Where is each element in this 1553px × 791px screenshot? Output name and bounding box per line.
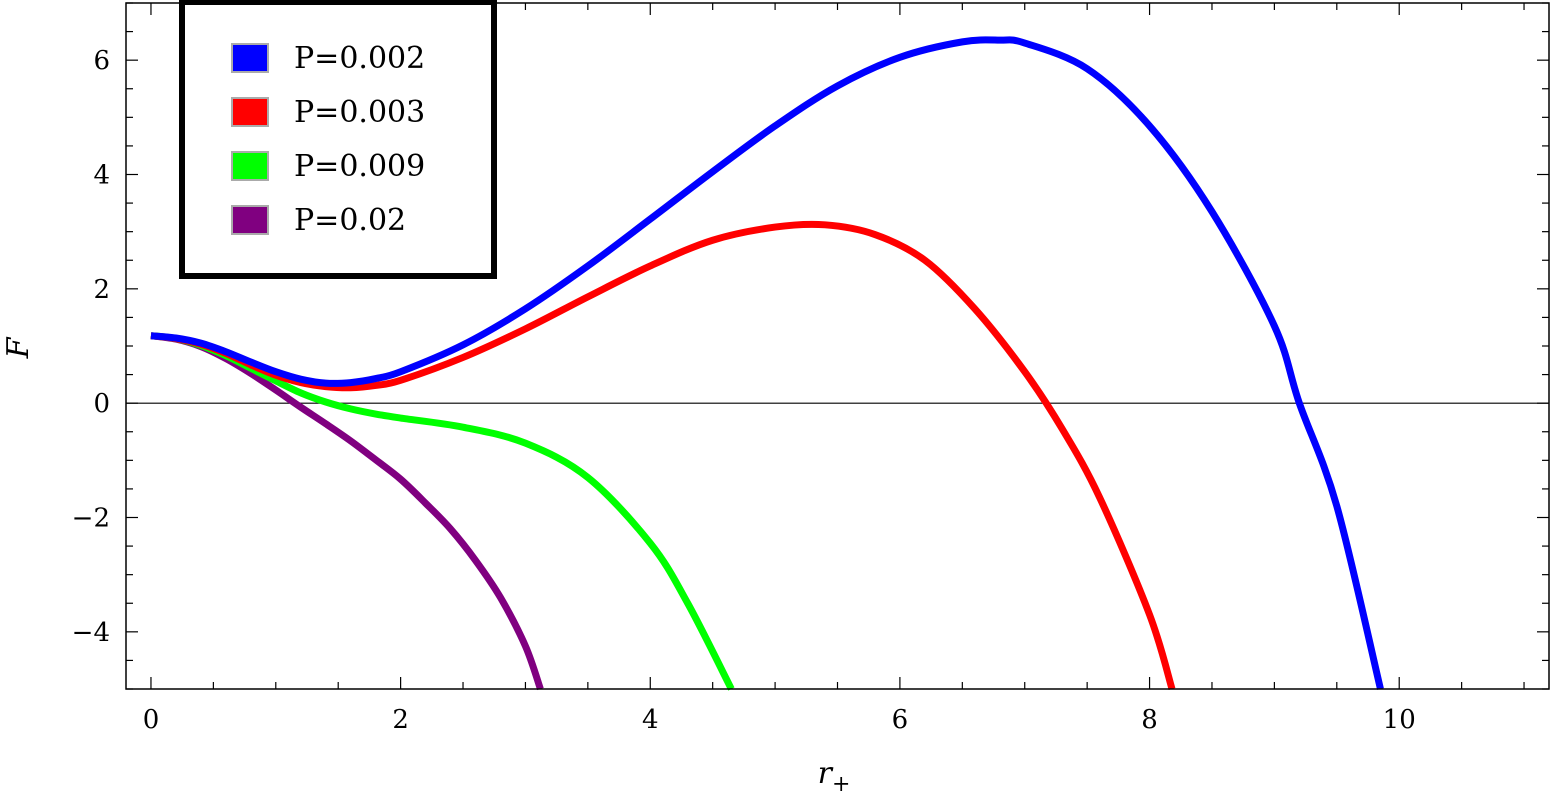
x-axis-title-base: r [818,756,834,791]
series-line-P=0.009 [150,332,735,691]
plot-frame [125,2,1550,690]
legend-swatch [231,205,269,235]
legend-swatch [231,97,269,127]
legend: P=0.002 P=0.003 P=0.009 P=0.02 [179,0,497,279]
legend-swatch [231,151,269,181]
y-tick-label: 4 [93,161,110,191]
y-tick-label: −4 [72,618,110,648]
series-line-P=0.003 [150,220,1176,691]
x-tick-label: 6 [892,705,909,735]
series-line-P=0.002 [150,36,1384,690]
y-axis-title: F [1,336,36,359]
y-tick-label: 6 [93,46,110,76]
x-tick-label: 2 [392,705,409,735]
legend-swatch [231,43,269,73]
x-tick-label: 0 [143,705,160,735]
x-axis-title: r+ [818,756,851,791]
x-tick-label: 8 [1141,705,1158,735]
x-tick-label: 10 [1383,705,1416,735]
y-tick-label: 0 [93,389,110,419]
legend-label: P=0.003 [294,95,425,130]
y-tick-label: −2 [72,504,110,534]
x-axis-title-subscript: + [832,772,850,791]
series-layer [150,36,1384,691]
legend-label: P=0.02 [294,203,406,238]
y-tick-label: 2 [93,275,110,305]
legend-label: P=0.002 [294,41,425,76]
x-tick-label: 4 [642,705,659,735]
legend-label: P=0.009 [294,149,425,184]
